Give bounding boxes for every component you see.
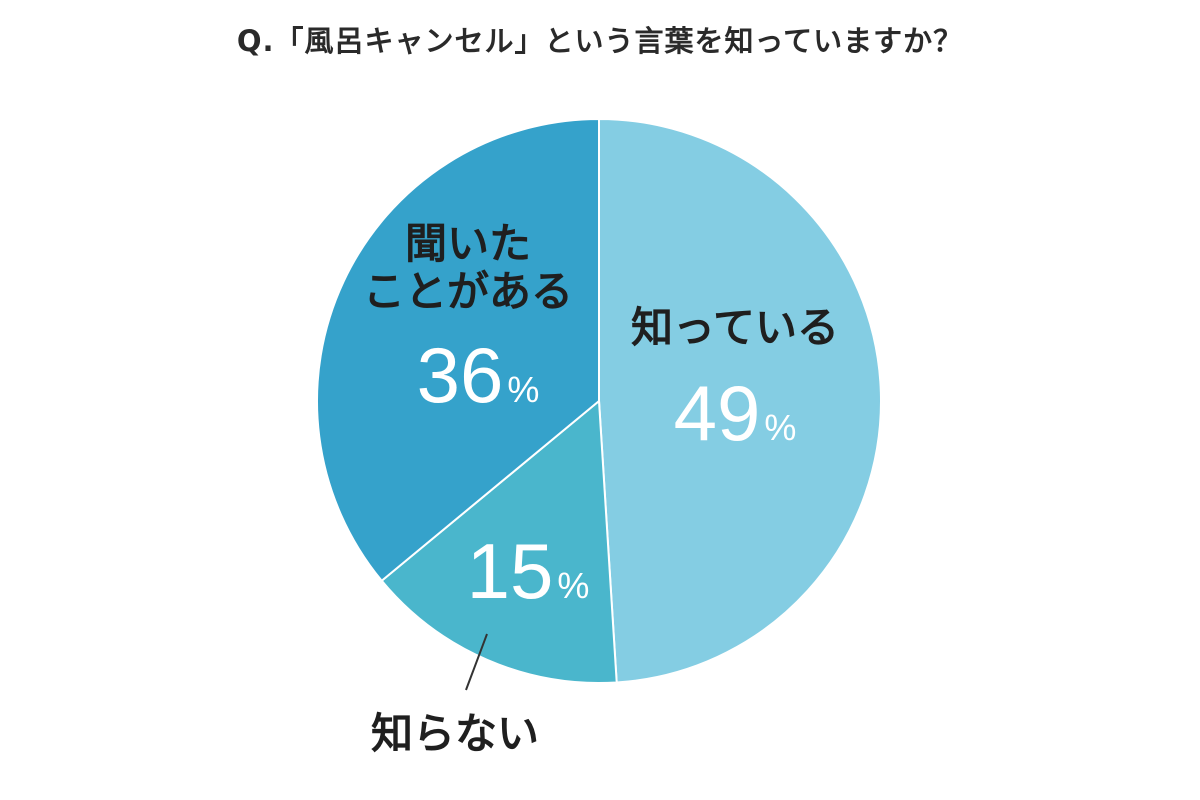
- slice-label-heard-line1: 聞いた: [405, 219, 531, 268]
- chart-title: Q.「風呂キャンセル」という言葉を知っていますか？: [236, 24, 964, 58]
- slice-value-dont-know-unit: %: [557, 565, 589, 606]
- pie-slice-knows: [598, 117, 883, 684]
- slice-label-heard-line2: ことがある: [363, 267, 573, 316]
- slice-value-heard-unit: %: [507, 369, 539, 410]
- slice-value-knows-unit: %: [764, 407, 796, 448]
- slice-value-heard-number: 36: [417, 331, 504, 419]
- slice-value-knows: 49%: [674, 369, 797, 457]
- slice-value-dont-know-number: 15: [467, 527, 554, 615]
- slice-value-knows-number: 49: [674, 369, 761, 457]
- pie-slice-dont-know: [380, 398, 618, 684]
- slice-value-dont-know: 15%: [467, 527, 590, 615]
- pie-slice-heard: [316, 117, 600, 583]
- slice-label-knows: 知っている: [631, 303, 839, 352]
- slice-value-heard: 36%: [417, 331, 540, 419]
- pie-slices: [316, 117, 883, 684]
- leader-line-dont-know: [465, 633, 488, 691]
- slice-label-dont-know: 知らない: [371, 709, 539, 758]
